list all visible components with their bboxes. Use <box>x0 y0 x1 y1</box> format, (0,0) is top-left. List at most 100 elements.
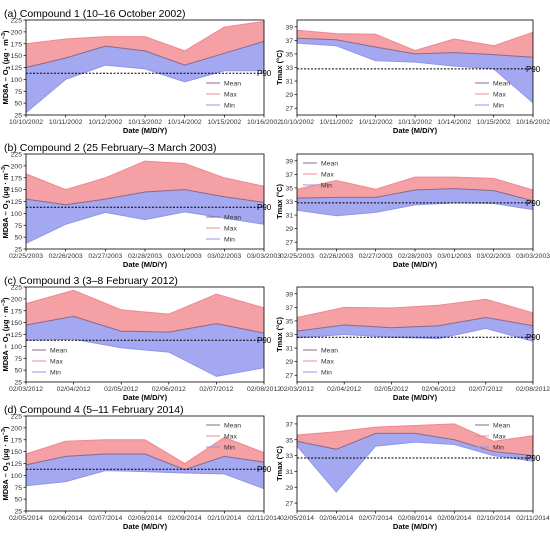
legend: Mean Max Min <box>206 423 241 452</box>
x-tick-label: 10/11/2002 <box>49 119 83 126</box>
min-line <box>25 338 265 377</box>
x-tick-label: 10/15/2002 <box>207 119 241 126</box>
max-line <box>296 423 534 442</box>
x-tick-label: 02/03/2012 <box>280 386 314 393</box>
legend-label: Max <box>50 359 63 366</box>
max-line <box>25 20 265 52</box>
max-line <box>296 298 534 318</box>
y-tick-label: 75 <box>14 223 22 230</box>
legend-label: Min <box>224 103 235 110</box>
y-tick-label: 50 <box>14 235 22 242</box>
x-tick-label: 10/10/2002 <box>280 119 314 126</box>
x-tick-label: 10/13/2002 <box>128 119 162 126</box>
x-tick-label: 02/11/2014 <box>247 515 281 522</box>
y-tick-label: 31 <box>285 79 293 86</box>
legend-label: Min <box>493 445 504 452</box>
y-tick-label: 25 <box>14 509 22 516</box>
min-line <box>25 470 265 490</box>
legend-label: Min <box>321 370 332 377</box>
legend-label: Max <box>224 92 237 99</box>
x-tick-label: 10/14/2002 <box>168 119 202 126</box>
y-tick-label: 37 <box>285 172 293 179</box>
y-tick-label: 31 <box>285 213 293 220</box>
y-tick-label: 225 <box>11 18 23 25</box>
mean-line <box>25 315 265 334</box>
mean-line <box>25 40 265 68</box>
y-tick-label: 225 <box>11 285 23 292</box>
legend-label: Max <box>493 92 506 99</box>
x-tick-label: 02/07/2012 <box>469 386 503 393</box>
x-tick-label: 02/05/2012 <box>104 386 138 393</box>
y-tick-label: 27 <box>285 240 293 247</box>
x-tick-label: 02/05/2014 <box>280 515 314 522</box>
x-axis-label: Date (M/D/Y) <box>123 393 168 402</box>
x-tick-label: 02/26/2003 <box>49 253 83 260</box>
y-tick-label: 150 <box>11 449 23 456</box>
x-tick-label: 02/27/2003 <box>359 253 393 260</box>
max-band <box>297 423 533 456</box>
y-axis-label: MD8A – O3 (μg · m−3) <box>1 30 12 105</box>
x-tick-label: 10/16/2002 <box>516 119 550 126</box>
y-tick-label: 125 <box>11 199 23 206</box>
max-band <box>297 177 533 201</box>
y-tick-label: 35 <box>285 51 293 58</box>
y-tick-label: 200 <box>11 29 23 36</box>
min-line <box>296 327 534 342</box>
y-tick-label: 100 <box>11 344 23 351</box>
x-tick-label: 02/25/2003 <box>280 253 314 260</box>
y-tick-label: 150 <box>11 320 23 327</box>
y-tick-label: 50 <box>14 101 22 108</box>
y-tick-label: 33 <box>285 65 293 72</box>
max-band <box>26 21 264 68</box>
y-tick-label: 39 <box>285 158 293 165</box>
x-axis-label: Date (M/D/Y) <box>123 260 168 269</box>
y-tick-label: 25 <box>14 113 22 120</box>
y-tick-label: 29 <box>285 92 293 99</box>
x-axis-label: Date (M/D/Y) <box>393 126 438 135</box>
min-band <box>297 188 533 216</box>
max-line <box>25 436 265 465</box>
y-tick-label: 125 <box>11 332 23 339</box>
y-tick-label: 29 <box>285 226 293 233</box>
y-tick-label: 33 <box>285 332 293 339</box>
y-tick-label: 27 <box>285 373 293 380</box>
legend-label: Mean <box>224 215 241 222</box>
legend-label: Min <box>224 445 235 452</box>
x-axis-label: Date (M/D/Y) <box>393 260 438 269</box>
mean-line <box>296 316 534 332</box>
x-tick-label: 10/11/2002 <box>320 119 354 126</box>
mean-line <box>296 188 534 202</box>
min-band <box>297 38 533 103</box>
y-tick-label: 175 <box>11 175 23 182</box>
y-tick-label: 100 <box>11 473 23 480</box>
y-axis-label: MD8A – O3 (μg · m−3) <box>1 297 12 372</box>
mean-line <box>25 453 265 471</box>
x-tick-label: 02/28/2003 <box>128 253 162 260</box>
x-tick-label: 02/08/2012 <box>516 386 550 393</box>
legend-label: Min <box>50 370 61 377</box>
y-tick-label: 75 <box>14 356 22 363</box>
x-tick-label: 10/16/2002 <box>247 119 281 126</box>
y-tick-label: 225 <box>11 152 23 159</box>
min-line <box>296 441 534 493</box>
x-axis-label: Date (M/D/Y) <box>393 522 438 531</box>
x-tick-label: 03/03/2003 <box>516 253 550 260</box>
y-tick-label: 35 <box>285 318 293 325</box>
y-tick-label: 100 <box>11 77 23 84</box>
x-tick-label: 10/13/2002 <box>398 119 432 126</box>
y-tick-label: 100 <box>11 211 23 218</box>
x-tick-label: 02/25/2003 <box>9 253 43 260</box>
y-tick-label: 39 <box>285 24 293 31</box>
max-line <box>25 289 265 315</box>
y-axis-label: Tmax (°C) <box>275 49 284 85</box>
row-title: (c) Compound 3 (3–8 February 2012) <box>4 275 178 287</box>
min-band <box>26 316 264 377</box>
y-tick-label: 37 <box>285 38 293 45</box>
chart-row2-ozone: (b) Compound 2 (25 February–3 March 2003… <box>1 142 281 269</box>
x-tick-label: 02/08/2014 <box>398 515 432 522</box>
row-title: (d) Compound 4 (5–11 February 2014) <box>4 404 184 416</box>
min-band <box>297 317 533 342</box>
x-tick-label: 02/04/2012 <box>57 386 91 393</box>
